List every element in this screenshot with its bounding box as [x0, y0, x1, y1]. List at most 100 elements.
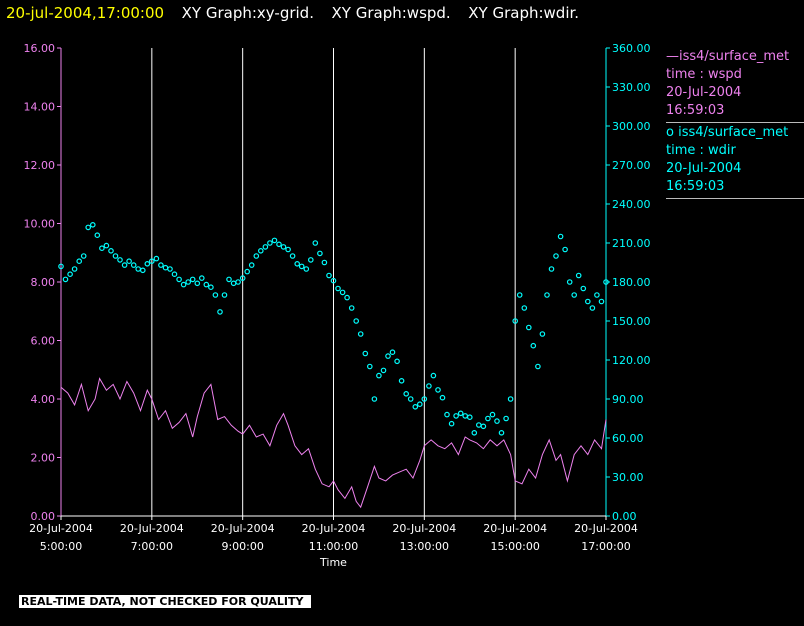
wdir-point — [280, 244, 287, 250]
x-tick-label-date: 20-Jul-2004 — [211, 522, 275, 535]
wdir-point — [253, 253, 260, 259]
wdir-point — [303, 266, 310, 272]
left-tick-label: 2.00 — [31, 452, 56, 465]
wdir-point — [521, 305, 528, 311]
x-tick-label-date: 20-Jul-2004 — [302, 522, 366, 535]
wdir-point — [162, 264, 169, 271]
wdir-point — [289, 253, 296, 259]
graph-label-wspd[interactable]: XY Graph:wspd. — [331, 4, 451, 22]
graph-label-wdir[interactable]: XY Graph:wdir. — [468, 4, 580, 22]
wdir-point — [271, 237, 278, 244]
legend-entry-wspd[interactable]: —iss4/surface_met time : wspd 20-Jul-200… — [666, 47, 804, 123]
wdir-point — [485, 415, 491, 422]
legend-entry-wdir[interactable]: o iss4/surface_met time : wdir 20-Jul-20… — [666, 123, 804, 199]
wdir-point — [394, 358, 400, 365]
right-tick-label: 330.00 — [612, 81, 651, 94]
wdir-point — [498, 429, 505, 436]
wdir-point — [62, 276, 69, 283]
x-tick-label-date: 20-Jul-2004 — [483, 522, 547, 535]
wdir-point — [230, 280, 237, 287]
wdir-point — [503, 415, 509, 422]
wdir-point — [348, 305, 355, 311]
wdir-point — [575, 272, 582, 279]
wdir-point — [103, 242, 110, 249]
wdir-point — [557, 233, 564, 240]
wdir-point — [448, 420, 455, 427]
wdir-point — [144, 260, 151, 267]
wdir-point — [439, 394, 446, 401]
left-tick-label: 4.00 — [31, 393, 56, 406]
right-tick-label: 210.00 — [612, 237, 651, 250]
wdir-point — [117, 257, 123, 263]
wdir-point — [298, 263, 305, 270]
x-axis-title: Time — [319, 556, 347, 569]
wdir-point — [312, 240, 319, 246]
legend-var-wspd: time : wspd — [666, 67, 742, 82]
wdir-point — [71, 266, 78, 272]
wdir-point — [244, 268, 251, 275]
left-tick-label: 0.00 — [31, 510, 56, 523]
x-tick-label-time: 5:00:00 — [40, 540, 82, 553]
wdir-point — [380, 367, 387, 374]
wdir-point — [548, 266, 555, 272]
wdir-point — [544, 292, 550, 298]
wdir-point — [444, 411, 450, 418]
wdir-point — [335, 285, 341, 292]
quality-warning: REAL-TIME DATA, NOT CHECKED FOR QUALITY — [19, 595, 312, 608]
wdir-point — [412, 403, 419, 410]
wdir-point — [507, 396, 514, 402]
wdir-point — [235, 279, 241, 285]
right-tick-label: 60.00 — [612, 432, 644, 445]
right-tick-label: 30.00 — [612, 471, 644, 484]
left-tick-label: 10.00 — [24, 218, 56, 231]
wdir-point — [407, 396, 414, 402]
wdir-point — [471, 429, 478, 436]
legend-source-wdir: iss4/surface_met — [678, 125, 789, 140]
timestamp-label: 20-jul-2004,17:00:00 — [6, 4, 165, 22]
wdir-point — [153, 255, 160, 262]
wdir-point — [226, 276, 232, 283]
wdir-point — [262, 244, 269, 250]
wdir-point — [267, 240, 273, 246]
wdir-point — [85, 224, 92, 231]
wdir-point — [203, 281, 210, 288]
wdir-point — [462, 413, 469, 419]
wdir-point — [221, 292, 228, 298]
left-tick-label: 6.00 — [31, 335, 56, 348]
wdir-point — [416, 401, 423, 408]
wdir-point — [353, 318, 360, 324]
wdir-point — [180, 281, 187, 288]
wdir-point — [530, 342, 537, 349]
wdir-point — [76, 258, 83, 265]
legend-circle-symbol: o — [666, 125, 674, 140]
wdir-point — [403, 390, 410, 397]
x-tick-label-date: 20-Jul-2004 — [574, 522, 638, 535]
wdir-point — [135, 266, 142, 272]
wdir-point — [594, 292, 600, 298]
wdir-point — [389, 349, 396, 356]
legend: —iss4/surface_met time : wspd 20-Jul-200… — [666, 47, 804, 199]
left-tick-label: 8.00 — [31, 276, 56, 289]
wdir-point — [208, 284, 214, 291]
graph-label-xy-grid[interactable]: XY Graph:xy-grid. — [181, 4, 314, 22]
wdir-point — [344, 294, 350, 301]
graph-title-bar: 20-jul-2004,17:00:00 XY Graph:xy-grid. X… — [6, 2, 579, 26]
wdir-point — [371, 396, 378, 402]
x-tick-label-time: 17:00:00 — [581, 540, 630, 553]
x-tick-label-time: 11:00:00 — [309, 540, 358, 553]
wdir-point — [80, 253, 87, 259]
wdir-point — [589, 305, 596, 311]
wdir-point — [217, 309, 223, 315]
wdir-point — [90, 222, 96, 228]
wdir-point — [535, 363, 541, 370]
wdir-point — [321, 259, 328, 266]
right-tick-label: 120.00 — [612, 354, 651, 367]
wdir-point — [516, 292, 523, 298]
wdir-point — [185, 279, 192, 285]
wspd-series-line — [60, 377, 607, 509]
wdir-point — [94, 232, 101, 239]
x-tick-label-time: 9:00:00 — [221, 540, 263, 553]
wdir-point — [176, 276, 182, 283]
x-tick-label-time: 15:00:00 — [490, 540, 539, 553]
